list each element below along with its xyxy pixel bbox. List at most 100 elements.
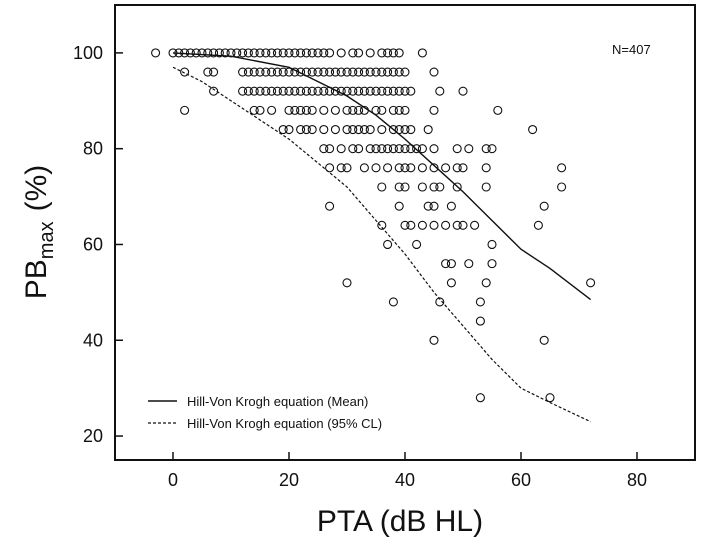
data-point — [267, 48, 277, 58]
data-point — [429, 335, 439, 345]
data-point — [400, 105, 410, 115]
data-point — [301, 105, 311, 115]
data-point — [307, 86, 317, 96]
data-point — [249, 105, 259, 115]
data-point — [307, 67, 317, 77]
data-point — [394, 182, 404, 192]
data-point — [475, 297, 485, 307]
data-point — [423, 201, 433, 211]
data-point — [394, 144, 404, 154]
axis-ticks: 0 20 40 60 80 20 40 60 80 100 — [73, 43, 647, 490]
data-point — [342, 278, 352, 288]
data-point — [267, 86, 277, 96]
data-point — [417, 182, 427, 192]
data-point — [209, 48, 219, 58]
data-point — [388, 105, 398, 115]
data-point — [348, 48, 358, 58]
data-point — [354, 86, 364, 96]
fit-curves — [172, 52, 592, 423]
data-point — [377, 182, 387, 192]
data-point — [336, 67, 346, 77]
data-point — [475, 393, 485, 403]
data-point — [487, 239, 497, 250]
data-point — [342, 163, 352, 173]
data-point — [313, 48, 323, 58]
data-point — [209, 67, 219, 77]
data-point — [151, 48, 161, 58]
data-point — [383, 239, 393, 250]
data-point — [371, 163, 381, 173]
data-point — [429, 201, 439, 211]
y-tick-label: 60 — [83, 234, 103, 254]
data-point — [296, 67, 306, 77]
data-point — [284, 67, 294, 77]
data-point — [278, 86, 288, 96]
data-point — [278, 48, 288, 58]
data-points — [151, 48, 596, 403]
data-point — [342, 105, 352, 115]
data-point — [255, 86, 265, 96]
data-point — [429, 144, 439, 154]
data-point — [313, 86, 323, 96]
data-point — [249, 86, 259, 96]
data-point — [400, 67, 410, 77]
data-point — [388, 86, 398, 96]
data-point — [383, 163, 393, 173]
data-point — [301, 124, 311, 135]
data-point — [429, 182, 439, 192]
sample-size-annotation: N=407 — [612, 42, 651, 57]
data-point — [354, 48, 364, 58]
data-point — [313, 67, 323, 77]
data-point — [394, 201, 404, 211]
data-point — [417, 144, 427, 154]
data-point — [446, 201, 456, 211]
data-point — [377, 105, 387, 115]
data-point — [400, 124, 410, 135]
data-point — [383, 48, 393, 58]
data-point — [412, 144, 422, 154]
data-point — [441, 259, 451, 269]
data-point — [296, 105, 306, 115]
data-point — [359, 124, 369, 135]
data-point — [307, 48, 317, 58]
x-tick-label: 0 — [168, 470, 178, 490]
data-point — [348, 67, 358, 77]
data-point — [290, 48, 300, 58]
data-point — [255, 48, 265, 58]
data-point — [481, 144, 491, 154]
data-point — [365, 48, 375, 58]
data-point — [539, 335, 549, 345]
data-point — [180, 67, 190, 77]
data-point — [394, 48, 404, 58]
data-point — [481, 182, 491, 192]
data-point — [348, 86, 358, 96]
data-point — [435, 182, 445, 192]
data-point — [533, 220, 543, 230]
data-point — [348, 144, 358, 154]
data-point — [290, 86, 300, 96]
data-point — [307, 124, 317, 135]
y-tick-label: 80 — [83, 139, 103, 159]
data-point — [238, 86, 248, 96]
data-point — [406, 124, 416, 135]
data-point — [429, 163, 439, 173]
data-point — [203, 67, 213, 77]
data-point — [342, 86, 352, 96]
data-point — [290, 105, 300, 115]
data-point — [394, 105, 404, 115]
data-point — [388, 48, 398, 58]
y-axis-title-subscript: max — [36, 221, 58, 259]
data-point — [539, 201, 549, 211]
data-point — [284, 48, 294, 58]
data-point — [388, 144, 398, 154]
data-point — [481, 278, 491, 288]
data-point — [383, 86, 393, 96]
data-point — [255, 67, 265, 77]
data-point — [458, 220, 468, 230]
y-tick-label: 40 — [83, 330, 103, 350]
legend-ci-label: Hill-Von Krogh equation (95% CL) — [187, 416, 382, 431]
data-point — [452, 144, 462, 154]
data-point — [377, 86, 387, 96]
data-point — [330, 105, 340, 115]
data-point — [446, 278, 456, 288]
